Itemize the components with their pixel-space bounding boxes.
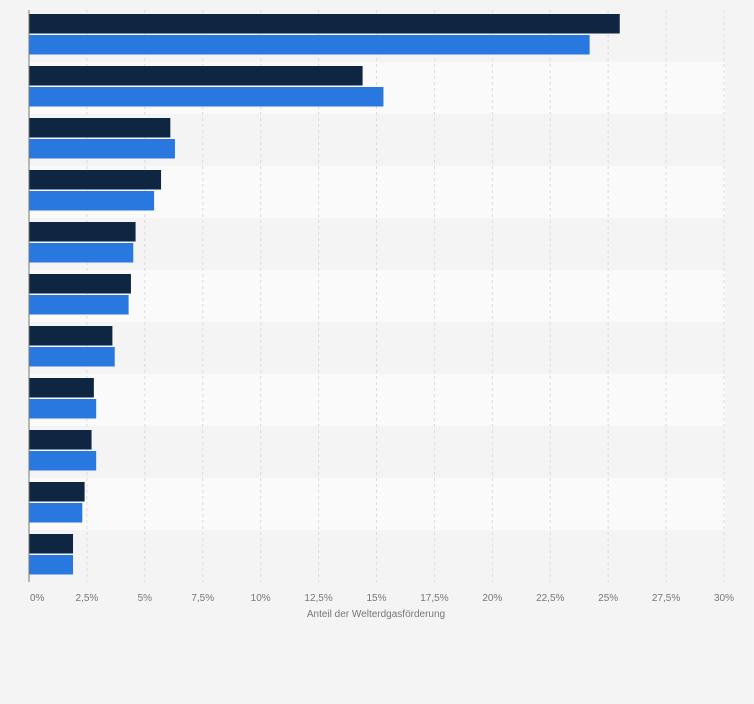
bar-series-2 — [29, 399, 97, 419]
bar-series-2 — [29, 35, 590, 55]
bar-series-1 — [29, 66, 363, 86]
row-band — [29, 426, 725, 478]
bar-series-1 — [29, 118, 171, 138]
x-tick-label: 20% — [482, 593, 502, 604]
bar-series-2 — [29, 191, 155, 211]
bar-series-1 — [29, 274, 131, 294]
bar-series-1 — [29, 378, 94, 398]
x-tick-label: 15% — [366, 593, 386, 604]
bar-series-2 — [29, 87, 384, 107]
x-tick-label: 30% — [714, 593, 734, 604]
bar-series-2 — [29, 451, 97, 471]
x-tick-label: 17,5% — [420, 593, 448, 604]
bar-series-1 — [29, 534, 74, 554]
bar-series-2 — [29, 139, 175, 159]
row-band — [29, 270, 725, 322]
bar-series-2 — [29, 555, 74, 575]
bar-series-1 — [29, 222, 136, 242]
bar-series-1 — [29, 14, 620, 34]
x-tick-label: 0% — [30, 593, 45, 604]
bar-series-2 — [29, 295, 129, 315]
x-tick-label: 5% — [138, 593, 153, 604]
gridlines — [86, 10, 725, 582]
bar-series-2 — [29, 503, 83, 523]
bars — [29, 14, 620, 575]
bar-series-2 — [29, 243, 134, 263]
x-tick-label: 12,5% — [304, 593, 332, 604]
bar-series-1 — [29, 482, 85, 502]
x-tick-label: 22,5% — [536, 593, 564, 604]
bar-series-1 — [29, 170, 162, 190]
x-tick-label: 27,5% — [652, 593, 680, 604]
bar-series-2 — [29, 347, 115, 367]
x-tick-label: 10% — [251, 593, 271, 604]
bar-series-1 — [29, 326, 113, 346]
x-axis-ticks: 0% 2,5% 5% 7,5% 10% 12,5% 15% 17,5% 20% 22,5% 25% 2… — [30, 593, 734, 604]
x-axis-label: Anteil der Welterdgasförderung — [307, 609, 445, 620]
x-tick-label: 2,5% — [76, 593, 99, 604]
bar-series-1 — [29, 430, 92, 450]
x-tick-label: 7,5% — [191, 593, 214, 604]
x-tick-label: 25% — [598, 593, 618, 604]
